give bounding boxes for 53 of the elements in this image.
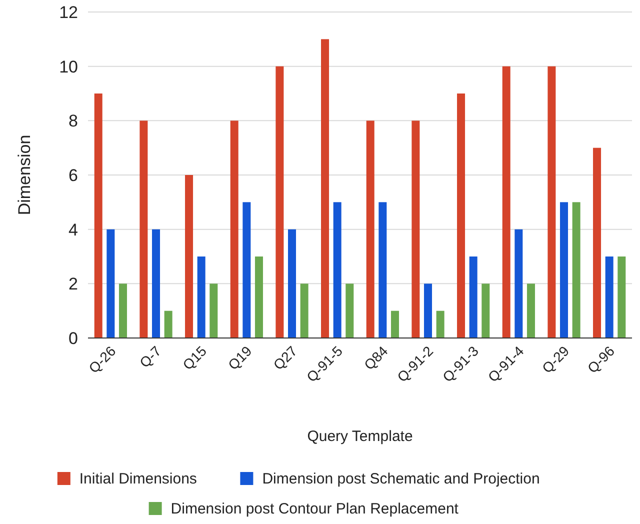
bar <box>197 256 206 338</box>
legend-label: Dimension post Contour Plan Replacement <box>170 500 460 518</box>
bar <box>605 256 614 338</box>
bar <box>548 66 556 338</box>
bar <box>366 120 374 338</box>
bar <box>412 120 420 338</box>
x-tick-label: Q27 <box>270 342 300 373</box>
bar <box>106 229 115 338</box>
bar <box>526 284 535 338</box>
bar <box>482 284 490 338</box>
bar <box>618 256 626 338</box>
bar <box>424 284 432 338</box>
bar <box>210 284 218 338</box>
legend-label: Dimension post Schematic and Projection <box>262 470 540 488</box>
x-tick-label: Q-7 <box>136 342 164 371</box>
legend-label: Initial Dimensions <box>79 470 197 488</box>
bar <box>288 229 296 338</box>
bar <box>502 66 510 338</box>
bar <box>390 310 399 338</box>
bar <box>469 256 478 338</box>
y-tick-label: 0 <box>68 328 78 348</box>
bar <box>593 148 602 338</box>
y-tick-label: 6 <box>68 166 78 185</box>
x-tick-label: Q84 <box>360 342 391 373</box>
bar <box>140 120 148 338</box>
bar <box>185 175 194 338</box>
bar <box>457 94 466 338</box>
bar <box>514 229 523 338</box>
bar <box>164 310 172 338</box>
bar <box>300 284 308 338</box>
x-tick-label: Q19 <box>224 342 255 373</box>
bar <box>276 66 284 338</box>
y-axis-title: Dimension <box>15 134 34 216</box>
bar <box>346 284 354 338</box>
bar <box>436 310 444 338</box>
x-tick-label: Q15 <box>179 342 210 373</box>
bar <box>118 284 127 338</box>
x-axis-title: Query Template <box>307 428 413 445</box>
bar <box>230 120 238 338</box>
bar <box>333 202 342 338</box>
y-tick-label: 4 <box>68 220 78 240</box>
bar <box>152 229 160 338</box>
bar <box>254 256 263 338</box>
y-tick-label: 10 <box>59 57 78 76</box>
bar <box>321 39 330 338</box>
y-tick-label: 2 <box>68 274 78 294</box>
bar <box>94 94 102 338</box>
bar <box>378 202 387 338</box>
bar <box>560 202 568 338</box>
bar <box>242 202 251 338</box>
bar <box>572 202 580 338</box>
y-tick-label: 8 <box>68 112 78 131</box>
y-tick-label: 12 <box>59 2 78 22</box>
